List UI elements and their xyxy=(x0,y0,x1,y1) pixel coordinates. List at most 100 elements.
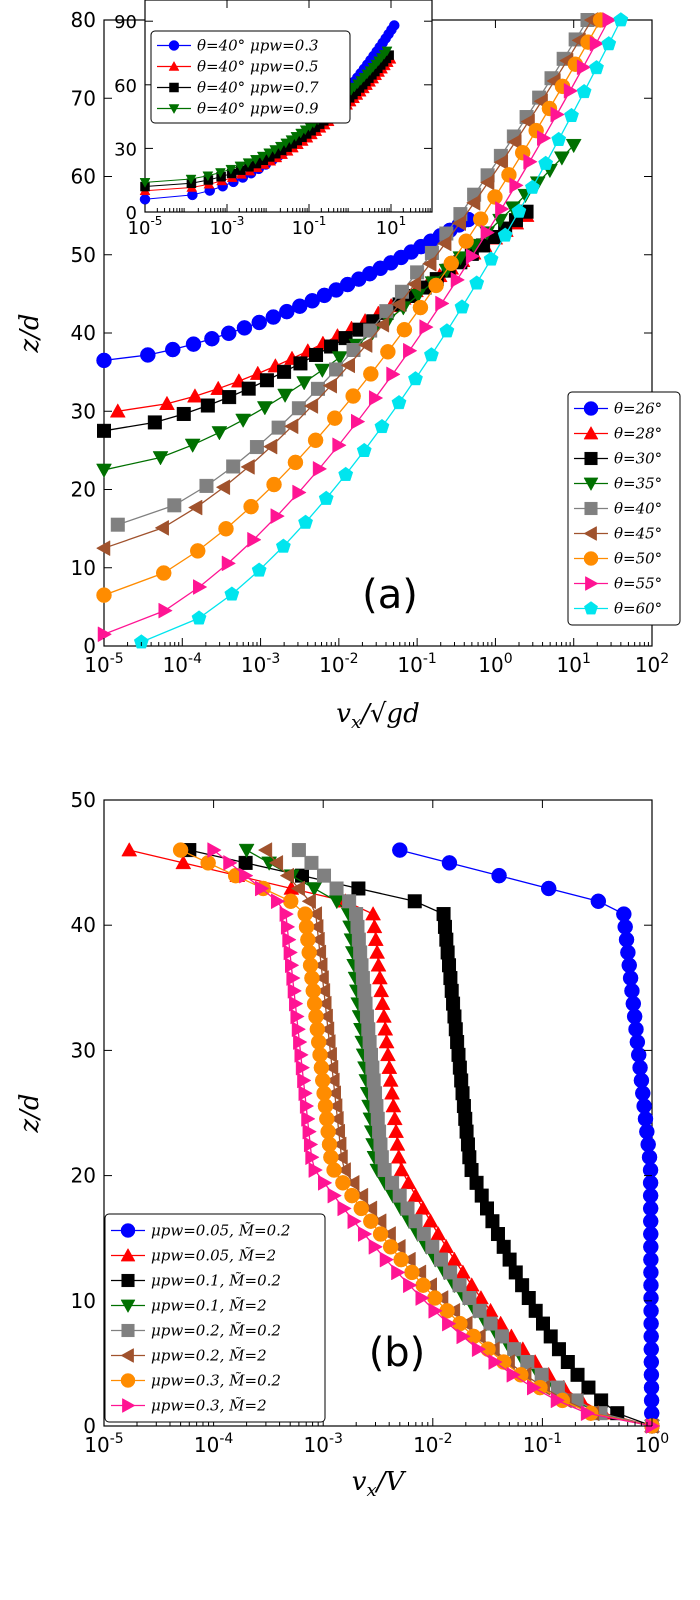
data-point xyxy=(321,1034,336,1050)
panel-b-xlabel-rest: /V xyxy=(374,1467,407,1497)
data-point xyxy=(283,944,298,961)
data-point xyxy=(490,1227,505,1242)
data-point xyxy=(224,586,240,601)
data-point xyxy=(96,352,112,369)
b-ytick-label: 10 xyxy=(71,1289,96,1313)
inset-xtick-label: 10-3 xyxy=(210,214,245,239)
data-point xyxy=(110,517,125,532)
data-point xyxy=(326,1085,341,1102)
legend-entry-label: μpw=0.1, M̃=2 xyxy=(151,1297,267,1315)
legend-marker xyxy=(583,477,599,492)
data-point xyxy=(465,248,481,265)
data-point xyxy=(377,1163,392,1178)
data-point xyxy=(374,995,391,1010)
data-point xyxy=(415,1277,431,1293)
data-point xyxy=(435,295,450,312)
data-point xyxy=(167,498,182,513)
data-point xyxy=(175,854,192,870)
data-point xyxy=(191,610,207,625)
data-point xyxy=(121,842,138,857)
inset-xtick-label: 10-5 xyxy=(128,214,163,239)
data-point xyxy=(377,1021,394,1036)
panel-a-xlabel-sub: x xyxy=(351,712,361,733)
data-point xyxy=(325,1072,340,1089)
data-point xyxy=(382,1239,399,1255)
inset-data-point xyxy=(215,168,226,178)
data-point xyxy=(353,945,368,960)
data-point xyxy=(314,970,329,986)
panel-a: 10-5 10-4 10-3 10-2 10-1 100 101 10201020304050… xyxy=(15,0,681,733)
data-point xyxy=(303,398,319,414)
data-point xyxy=(359,1009,374,1024)
data-point xyxy=(391,1264,406,1281)
data-point xyxy=(367,931,384,946)
data-point xyxy=(472,211,489,227)
a-xtick-label: 100 xyxy=(478,651,512,677)
data-point xyxy=(357,1226,373,1242)
b-xtick-exp: -3 xyxy=(329,1431,343,1447)
data-point xyxy=(372,1124,387,1139)
data-point xyxy=(511,203,527,218)
data-point xyxy=(493,154,509,171)
a-xtick-label: 10-3 xyxy=(241,651,280,677)
data-point xyxy=(527,1379,542,1396)
data-point xyxy=(155,565,172,581)
data-point xyxy=(442,1315,457,1332)
legend-entry-label: θ=28° xyxy=(614,425,662,443)
data-point xyxy=(419,319,434,336)
inset-xtick-label: 10-1 xyxy=(292,214,327,239)
data-point xyxy=(362,1035,377,1050)
series-b-0 xyxy=(392,842,660,1434)
inset-ytick-label: 30 xyxy=(114,139,137,160)
legend-entry-label: θ=40° xyxy=(614,500,662,518)
data-point xyxy=(442,958,457,973)
data-point xyxy=(443,1265,458,1280)
data-point xyxy=(200,855,216,871)
data-point xyxy=(268,854,284,871)
data-point xyxy=(342,894,357,909)
data-point xyxy=(318,1008,333,1025)
data-point xyxy=(307,906,323,922)
data-point xyxy=(295,1059,311,1076)
data-point xyxy=(96,587,112,603)
data-point xyxy=(322,377,337,394)
legend-marker xyxy=(584,501,598,516)
data-point xyxy=(95,540,111,557)
legend-entry-label: θ=40° μpw=0.7 xyxy=(197,79,319,97)
legend-marker xyxy=(120,1348,134,1363)
b-xtick-label: 10-2 xyxy=(413,1431,452,1457)
data-point xyxy=(204,330,220,347)
data-point xyxy=(346,343,361,358)
data-point xyxy=(270,508,285,525)
series-line xyxy=(399,849,653,1427)
data-point xyxy=(407,894,422,909)
legend-entry-label: θ=50° xyxy=(614,550,662,568)
data-point xyxy=(291,1021,307,1038)
inset-data-point xyxy=(381,46,393,57)
data-point xyxy=(159,395,175,410)
data-point xyxy=(355,971,370,986)
data-point xyxy=(351,932,366,947)
data-point xyxy=(350,919,365,934)
b-xtick-exp: -1 xyxy=(548,1431,562,1447)
legend-entry-label: θ=45° xyxy=(614,525,662,543)
a-ytick-label: 60 xyxy=(71,165,96,189)
data-point xyxy=(347,1213,362,1230)
a-ytick-label: 30 xyxy=(71,399,96,423)
data-point xyxy=(293,356,308,371)
data-point xyxy=(290,1008,305,1025)
data-point xyxy=(368,1238,383,1255)
b-xtick-label: 10-5 xyxy=(84,1431,123,1457)
data-point xyxy=(338,466,354,481)
data-point xyxy=(97,423,111,438)
data-point xyxy=(140,347,156,363)
data-point xyxy=(327,410,343,426)
data-point xyxy=(188,499,203,516)
series-a-7 xyxy=(97,12,617,643)
b-xtick-label: 10-4 xyxy=(194,1431,234,1457)
data-point xyxy=(296,376,313,391)
data-point xyxy=(287,982,302,999)
data-point xyxy=(313,957,328,974)
legend-marker xyxy=(121,1273,135,1288)
